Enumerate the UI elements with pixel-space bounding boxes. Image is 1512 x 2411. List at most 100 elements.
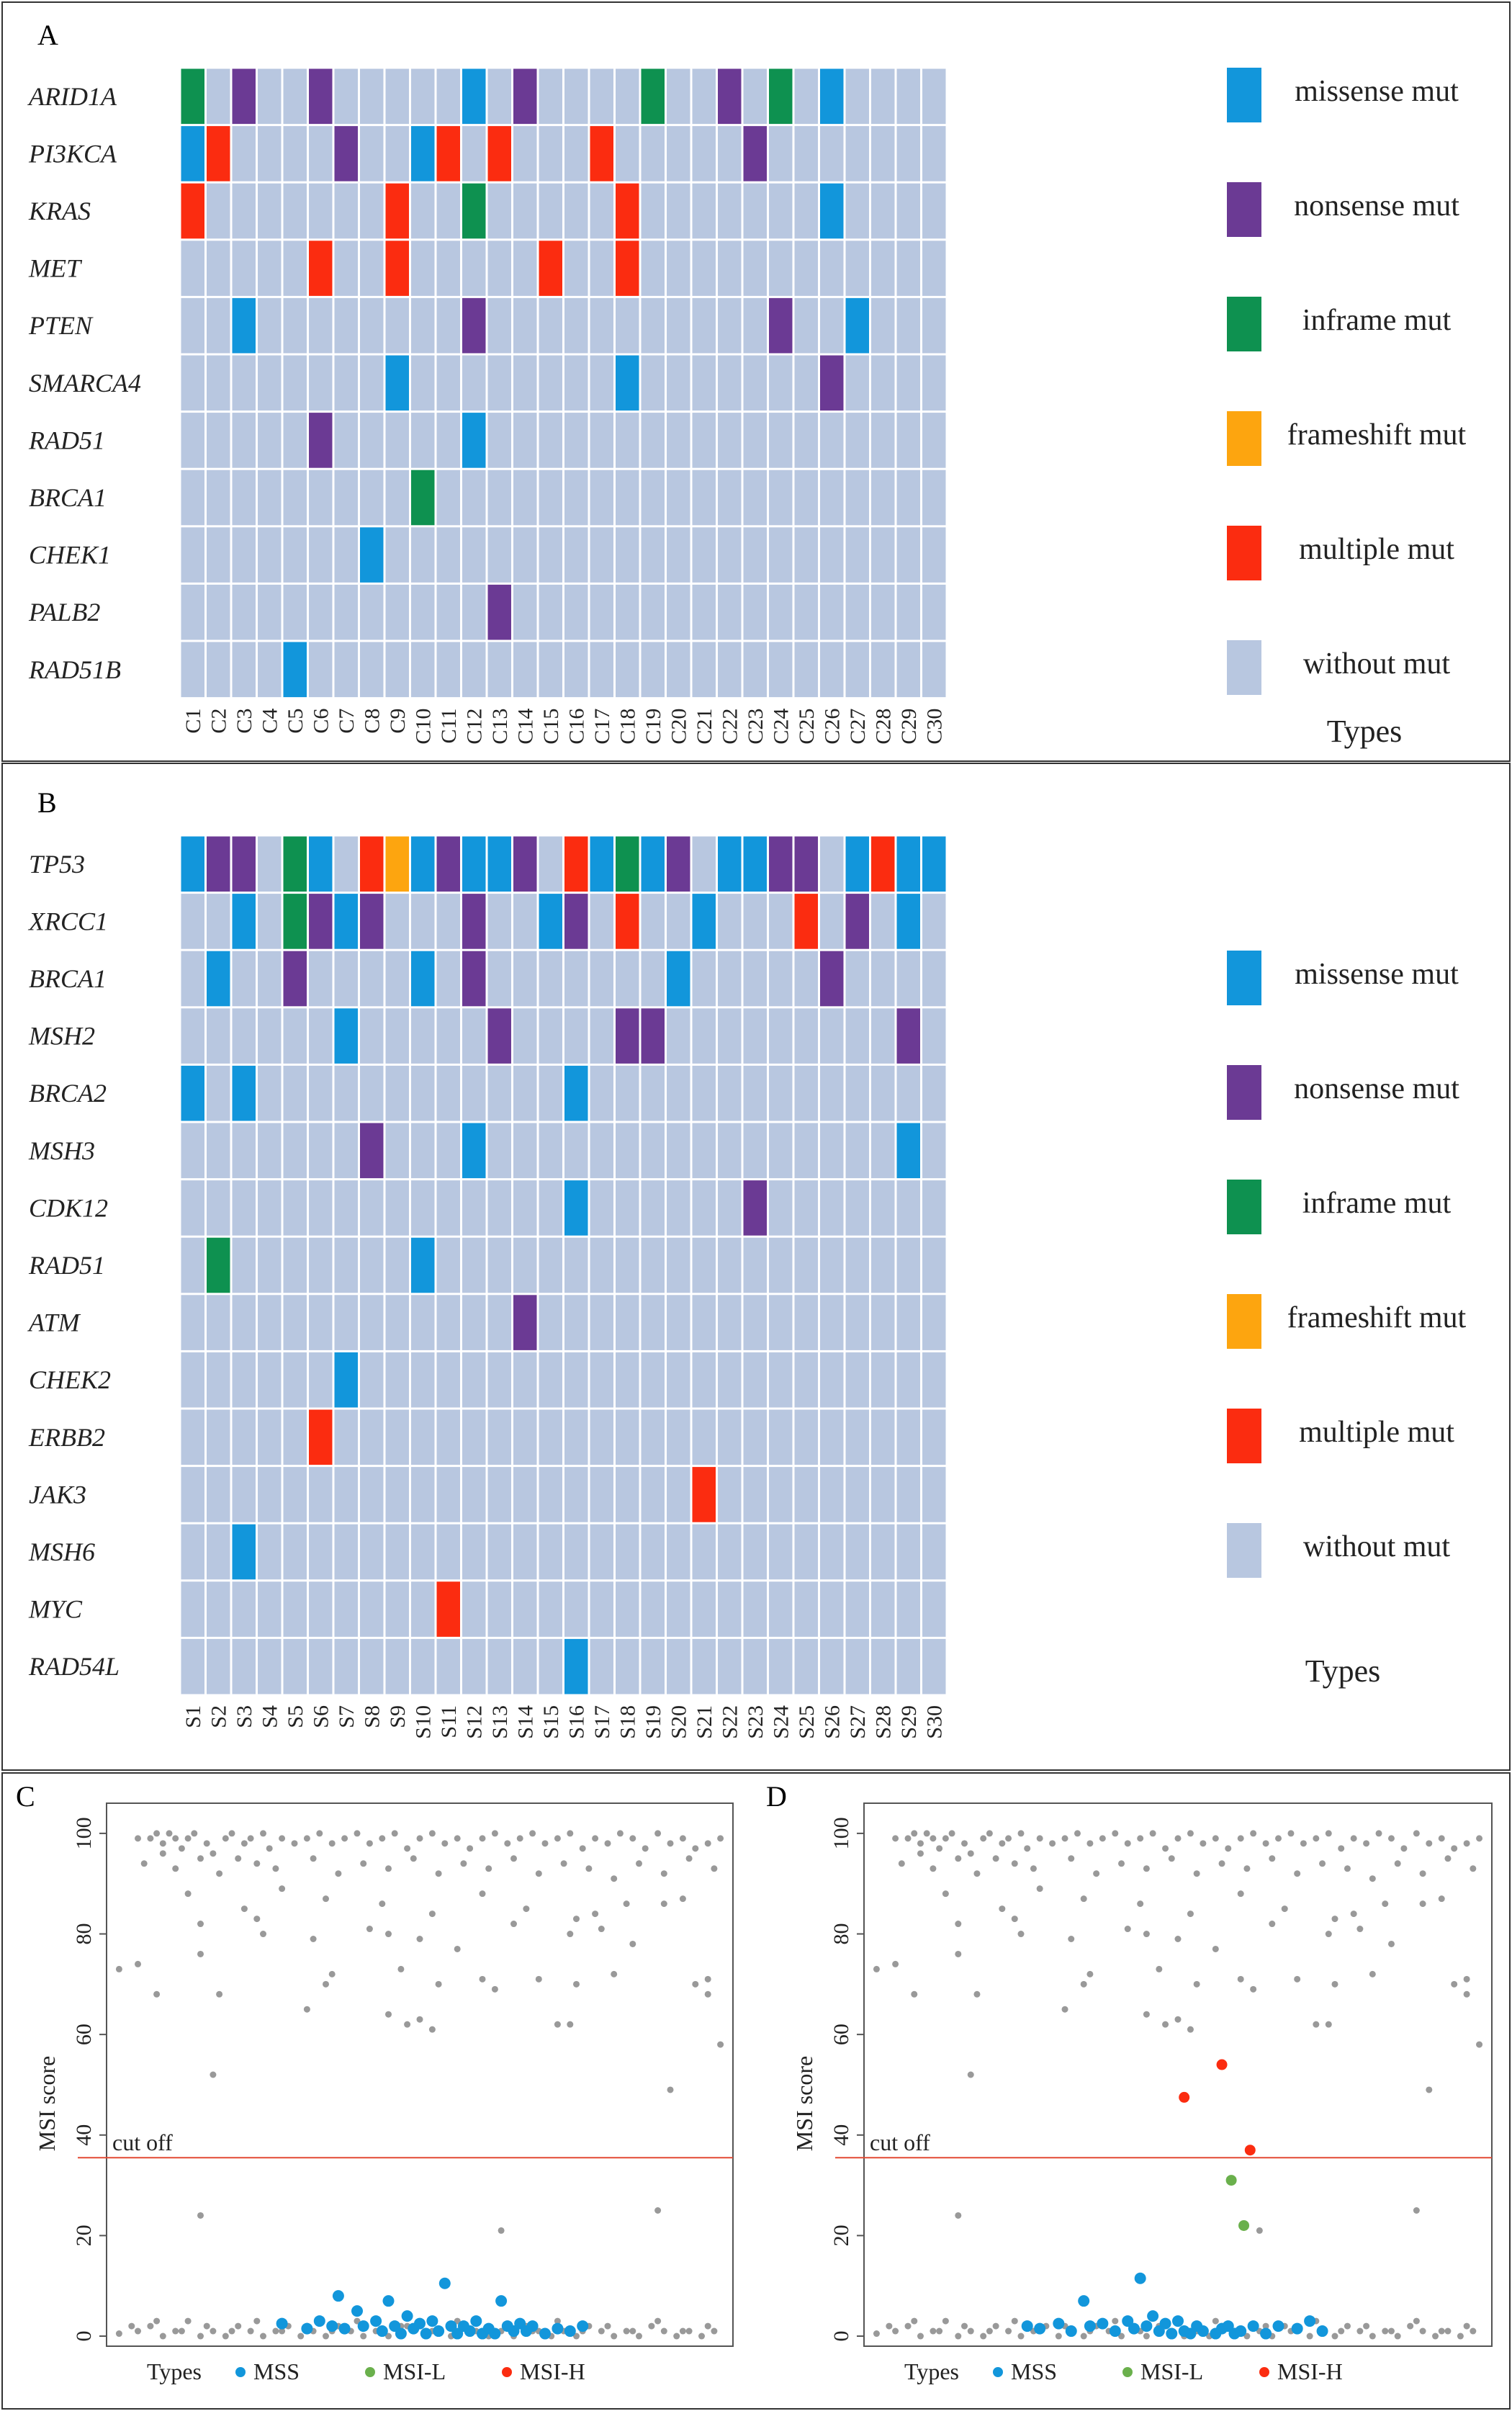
scatter-c-point-mss — [438, 2277, 451, 2289]
scatter-d-background-point — [1470, 2327, 1477, 2335]
scatter-c-point-mss — [332, 2290, 344, 2302]
heatmap-a-cell — [385, 183, 409, 239]
heatmap-b-cell — [258, 836, 282, 892]
heatmap-a-cell — [871, 355, 895, 411]
heatmap-a-cell — [820, 68, 844, 125]
heatmap-b-cell — [564, 1237, 588, 1293]
heatmap-b-cell — [794, 836, 818, 892]
heatmap-b-cell — [360, 1237, 384, 1293]
heatmap-b-cell — [692, 894, 716, 949]
heatmap-a-cell — [871, 126, 895, 181]
heatmap-a-cell — [845, 183, 869, 239]
heatmap-b-cell — [385, 836, 409, 892]
heatmap-b-cell — [718, 1581, 742, 1637]
scatter-d-background-point — [1237, 1890, 1244, 1898]
heatmap-a-cell — [743, 642, 767, 698]
heatmap-a-cell — [385, 297, 409, 354]
heatmap-a-cell — [718, 297, 742, 354]
heatmap-a-cell — [743, 527, 767, 583]
heatmap-b-cell — [820, 1638, 844, 1694]
heatmap-a-cell — [896, 241, 920, 296]
scatter-d-background-point — [1187, 2026, 1194, 2033]
heatmap-b-sample-label: S9 — [386, 1705, 410, 1728]
heatmap-a-cell — [462, 241, 486, 296]
scatter-d-point-mss — [1197, 2325, 1209, 2338]
heatmap-b-cell — [820, 1065, 844, 1121]
heatmap-a-cell — [207, 584, 230, 640]
heatmap-a-gene-label: PI3KCA — [28, 139, 117, 168]
heatmap-b-cell — [232, 1123, 256, 1179]
heatmap-a-cell — [743, 297, 767, 354]
heatmap-b-cell — [743, 1065, 767, 1121]
heatmap-b-cell — [667, 1237, 690, 1293]
heatmap-a-cell — [667, 68, 690, 125]
heatmap-b-cell — [436, 1409, 460, 1465]
heatmap-a-legend-label-missense: missense mut — [1295, 75, 1459, 108]
heatmap-a-cell — [513, 68, 537, 125]
heatmap-a-cell — [564, 355, 588, 411]
heatmap-a-cell — [334, 355, 358, 411]
scatter-c-background-point — [253, 1916, 261, 1923]
scatter-c-background-point — [535, 1870, 542, 1877]
heatmap-a-cell — [207, 183, 230, 239]
scatter-d-background-point — [1143, 2333, 1150, 2340]
heatmap-b-cell — [616, 1123, 639, 1179]
heatmap-b-cell — [487, 951, 511, 1007]
heatmap-a-cell — [718, 241, 742, 296]
scatter-d-background-point — [1017, 1931, 1025, 1938]
heatmap-b-cell — [641, 1524, 665, 1580]
heatmap-a-cell — [462, 642, 486, 698]
heatmap-b-cell — [385, 1524, 409, 1580]
heatmap-a-cell — [513, 527, 537, 583]
heatmap-b-cell — [718, 894, 742, 949]
heatmap-b-cell — [232, 951, 256, 1007]
heatmap-b-cell — [845, 1237, 869, 1293]
scatter-c-background-point — [366, 1926, 373, 1933]
heatmap-b-cell — [743, 1524, 767, 1580]
heatmap-a-legend-swatch-multiple — [1227, 526, 1261, 580]
heatmap-a-legend-title: Types — [1327, 714, 1402, 749]
heatmap-b-cell — [487, 1467, 511, 1522]
heatmap-a-cell — [769, 470, 793, 526]
heatmap-b-cell — [564, 1123, 588, 1179]
scatter-c-background-point — [435, 1870, 442, 1877]
heatmap-b-cell — [258, 1295, 282, 1350]
heatmap-a-cell — [436, 68, 460, 125]
heatmap-b-cell — [462, 1638, 486, 1694]
scatter-c-background-point — [310, 1936, 317, 1942]
heatmap-b-cell — [487, 894, 511, 949]
heatmap-b-cell — [513, 1008, 537, 1064]
heatmap-b-cell — [360, 1524, 384, 1580]
heatmap-b-cell — [922, 836, 946, 892]
heatmap-b-cell — [667, 1123, 690, 1179]
scatter-d-background-point — [1363, 2322, 1370, 2330]
heatmap-b-cell — [283, 1180, 307, 1236]
scatter-d-background-point — [1124, 1926, 1131, 1933]
heatmap-b-cell — [436, 951, 460, 1007]
heatmap-a-sample-label: C9 — [386, 709, 410, 734]
scatter-c-background-point — [379, 1835, 386, 1842]
scatter-d-background-point — [1080, 1895, 1087, 1903]
heatmap-b-cell — [616, 1638, 639, 1694]
heatmap-a-cell — [692, 68, 716, 125]
heatmap-b-cell — [794, 1524, 818, 1580]
heatmap-b-cell — [283, 1123, 307, 1179]
scatter-c-background-point — [567, 1830, 574, 1837]
heatmap-b-cell — [283, 1638, 307, 1694]
scatter-d-background-point — [1426, 1840, 1433, 1847]
scatter-d-background-point — [942, 1890, 949, 1898]
scatter-d-background-point — [992, 2322, 999, 2330]
heatmap-b-cell — [385, 951, 409, 1007]
heatmap-b-cell — [794, 1581, 818, 1637]
scatter-c-background-point — [159, 1850, 166, 1857]
scatter-c-background-point — [115, 1965, 122, 1972]
scatter-c-background-point — [253, 2317, 261, 2325]
heatmap-a-cell — [385, 68, 409, 125]
heatmap-b-cell — [641, 1065, 665, 1121]
heatmap-a-cell — [922, 470, 946, 526]
scatter-c-background-point — [535, 1975, 542, 1983]
scatter-d-background-point — [892, 1960, 899, 1967]
heatmap-b-cell — [309, 1065, 333, 1121]
scatter-c-background-point — [629, 1835, 636, 1842]
